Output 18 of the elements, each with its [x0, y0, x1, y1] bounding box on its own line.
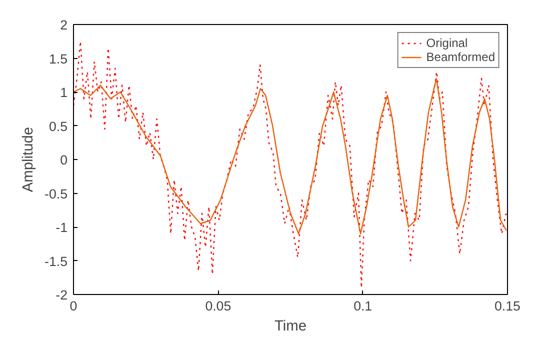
y-tick-label: -1.5: [44, 254, 68, 269]
y-tick-label: -2: [56, 288, 68, 302]
x-tick-label: 0.05: [205, 298, 232, 314]
x-axis-title: Time: [274, 318, 307, 334]
y-tick-label: 1.5: [48, 51, 68, 66]
y-tick-label: 0.5: [48, 118, 68, 134]
x-tick-label: 0: [70, 298, 78, 314]
x-tick-label: 0.15: [494, 298, 520, 314]
line-series: [74, 78, 507, 234]
y-tick-label: -1: [56, 220, 68, 235]
legend-label: Beamformed: [426, 50, 495, 64]
y-tick-label: -0.5: [44, 186, 68, 202]
x-tick-label: 0.1: [354, 298, 372, 314]
legend-label: Original: [426, 36, 468, 50]
y-axis-title: Amplitude: [20, 126, 37, 192]
y-tick-label: 2: [60, 18, 68, 32]
y-tick-label: 0: [60, 152, 68, 168]
y-tick-label: 1: [60, 85, 68, 100]
